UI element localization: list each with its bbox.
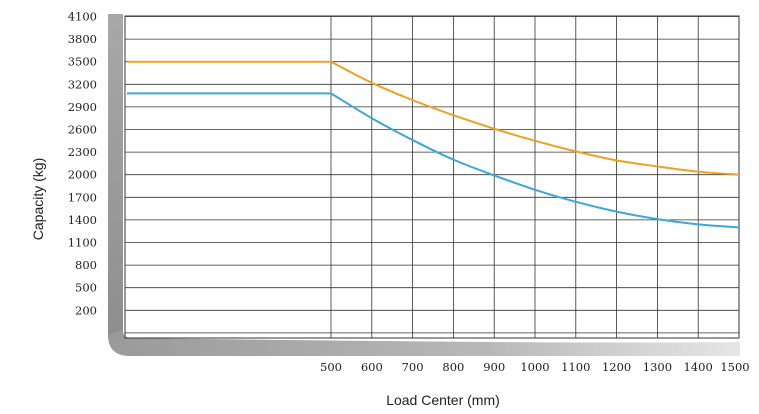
y-tick-label: 4100 xyxy=(68,10,97,24)
series-line-2 xyxy=(127,92,740,229)
x-tick-label: 600 xyxy=(361,360,383,374)
mast-bottom-bar xyxy=(108,330,740,356)
y-axis-title: Capacity (kg) xyxy=(30,158,46,240)
y-tick-label: 2600 xyxy=(68,123,97,137)
y-tick-label: 2000 xyxy=(68,168,97,182)
plot-frame xyxy=(124,15,740,339)
series-layer xyxy=(127,60,740,229)
y-tick-label: 1700 xyxy=(68,190,97,204)
x-tick-label: 1400 xyxy=(684,360,713,374)
y-tick-label: 800 xyxy=(75,258,97,272)
vertical-gridlines xyxy=(330,16,699,338)
x-tick-label: 700 xyxy=(402,360,424,374)
y-tick-label: 3500 xyxy=(68,55,97,69)
plot-area xyxy=(124,15,740,339)
y-tick-label: 3200 xyxy=(68,77,97,91)
x-tick-label: 800 xyxy=(442,360,464,374)
y-tick-label: 2900 xyxy=(68,100,97,114)
x-tick-label: 1500 xyxy=(720,360,749,374)
y-tick-label: 500 xyxy=(75,281,97,295)
x-tick-label: 1100 xyxy=(561,360,590,374)
y-tick-label: 1400 xyxy=(68,213,97,227)
mast-left-bar xyxy=(108,14,123,338)
x-tick-label: 900 xyxy=(483,360,505,374)
x-tick-label: 1000 xyxy=(520,360,549,374)
y-tick-label: 200 xyxy=(75,303,97,317)
y-tick-labels: 200 500 800 1100 1400 1700 2000 2300 2600 2900 320… xyxy=(68,10,97,318)
y-tick-label: 3800 xyxy=(68,32,97,46)
horizontal-gridlines xyxy=(125,16,739,334)
y-tick-label: 1100 xyxy=(68,236,97,250)
x-tick-label: 500 xyxy=(320,360,342,374)
series-line-1 xyxy=(127,60,740,176)
x-tick-labels: 500 600 700 800 900 1000 1100 1200 1300 1400 1500 xyxy=(320,360,750,374)
x-tick-label: 1300 xyxy=(643,360,672,374)
x-axis-title: Load Center (mm) xyxy=(386,392,500,408)
x-tick-label: 1200 xyxy=(602,360,631,374)
y-tick-label: 2300 xyxy=(68,145,97,159)
